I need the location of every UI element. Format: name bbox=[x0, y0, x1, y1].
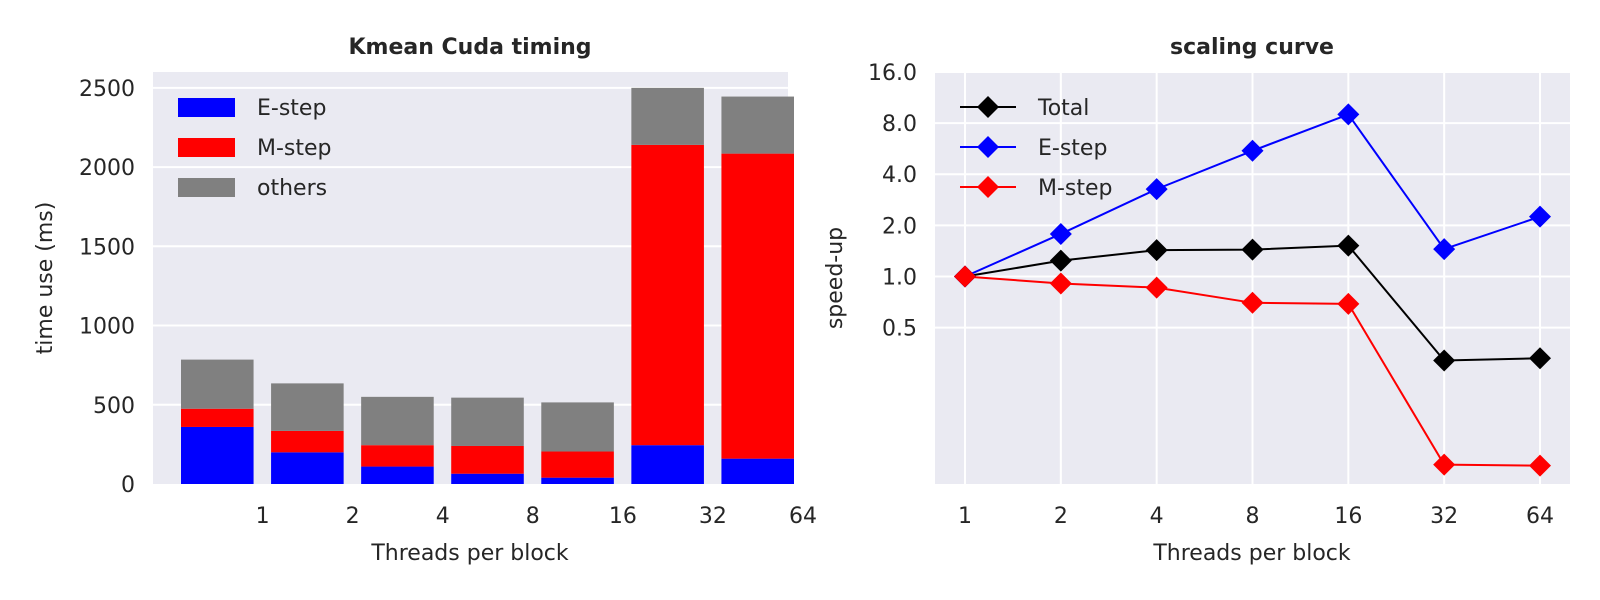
x-axis-label: Threads per block bbox=[1152, 541, 1351, 566]
y-axis-label: time use (ms) bbox=[33, 202, 58, 355]
x-tick-label: 32 bbox=[1430, 504, 1458, 529]
legend-swatch bbox=[178, 138, 235, 157]
legend-label: M-step bbox=[1038, 176, 1113, 201]
y-tick-label: 0 bbox=[121, 473, 135, 498]
x-tick-label: 16 bbox=[609, 504, 637, 529]
legend: Total E-step M-step bbox=[960, 96, 1113, 201]
legend-swatch bbox=[178, 178, 235, 197]
bar-others bbox=[451, 397, 524, 446]
y-tick-label: 2.0 bbox=[882, 214, 917, 239]
y-tick-label: 1500 bbox=[79, 235, 135, 260]
point-total bbox=[1241, 238, 1264, 261]
chart-scaling-curve: 16.0 8.0 4.0 2.0 1.0 0.5 1 2 4 8 16 32 64 Total E-ste… bbox=[823, 35, 1570, 566]
bar-others bbox=[721, 96, 794, 154]
bar-m-step bbox=[631, 144, 704, 446]
legend-label: Total bbox=[1037, 96, 1089, 121]
bar-e-step bbox=[631, 445, 704, 484]
x-tick-label: 1 bbox=[256, 504, 270, 529]
legend-label: E-step bbox=[257, 96, 326, 121]
bar-e-step bbox=[451, 473, 524, 484]
point-total bbox=[1433, 349, 1456, 372]
chart-kmean-cuda-timing: 0 500 1000 1500 2000 2500 1 2 4 8 16 32 64 E-step M-s… bbox=[33, 35, 817, 566]
x-tick-label: 1 bbox=[958, 504, 972, 529]
bar-e-step bbox=[361, 466, 434, 484]
x-tick-label: 4 bbox=[436, 504, 450, 529]
y-tick-label: 0.5 bbox=[882, 317, 917, 342]
point-e-step bbox=[1049, 222, 1072, 245]
bar-m-step bbox=[181, 408, 254, 427]
series-lines bbox=[954, 103, 1551, 477]
legend: E-step M-step others bbox=[178, 96, 332, 201]
tick-labels: 16.0 8.0 4.0 2.0 1.0 0.5 1 2 4 8 16 32 64 bbox=[868, 61, 1554, 529]
bar-others bbox=[631, 87, 704, 145]
legend-marker bbox=[977, 176, 999, 198]
bar-others bbox=[541, 402, 614, 452]
point-total bbox=[1337, 234, 1360, 257]
legend-label: others bbox=[257, 176, 327, 201]
y-tick-label: 16.0 bbox=[868, 61, 917, 86]
bar-m-step bbox=[451, 445, 524, 474]
x-tick-label: 2 bbox=[346, 504, 360, 529]
legend-label: E-step bbox=[1038, 136, 1107, 161]
point-e-step bbox=[1529, 205, 1551, 228]
x-tick-label: 4 bbox=[1150, 504, 1164, 529]
point-e-step bbox=[1433, 238, 1456, 261]
y-tick-label: 1000 bbox=[79, 315, 135, 340]
point-total bbox=[1049, 249, 1072, 272]
point-m-step bbox=[1337, 292, 1360, 315]
bar-e-step bbox=[271, 452, 344, 484]
legend-label: M-step bbox=[257, 136, 332, 161]
y-axis-label: speed-up bbox=[823, 227, 848, 329]
bar-others bbox=[361, 396, 434, 446]
x-tick-label: 64 bbox=[789, 504, 817, 529]
y-tick-label: 4.0 bbox=[882, 163, 917, 188]
bar-m-step bbox=[271, 430, 344, 453]
bar-others bbox=[181, 359, 254, 409]
y-tick-label: 1.0 bbox=[882, 265, 917, 290]
point-e-step bbox=[1241, 139, 1264, 162]
x-tick-label: 16 bbox=[1334, 504, 1362, 529]
legend-marker bbox=[977, 96, 999, 118]
legend-swatch bbox=[178, 98, 235, 117]
point-m-step bbox=[1049, 272, 1072, 295]
point-e-step bbox=[1337, 103, 1360, 126]
bar-m-step bbox=[541, 451, 614, 478]
grid bbox=[935, 71, 1570, 484]
point-m-step bbox=[1241, 291, 1264, 314]
legend-marker bbox=[977, 136, 999, 158]
bars bbox=[181, 87, 794, 484]
y-tick-label: 2500 bbox=[79, 77, 135, 102]
x-tick-label: 32 bbox=[699, 504, 727, 529]
x-tick-label: 8 bbox=[526, 504, 540, 529]
point-e-step bbox=[1145, 178, 1168, 201]
point-m-step bbox=[1145, 276, 1168, 299]
chart-title: Kmean Cuda timing bbox=[348, 35, 591, 60]
tick-labels: 0 500 1000 1500 2000 2500 1 2 4 8 16 32 64 bbox=[79, 77, 817, 529]
x-tick-label: 2 bbox=[1054, 504, 1068, 529]
x-tick-label: 8 bbox=[1246, 504, 1260, 529]
bar-e-step bbox=[181, 426, 254, 484]
point-total bbox=[1529, 347, 1551, 370]
x-tick-label: 64 bbox=[1526, 504, 1554, 529]
y-tick-label: 8.0 bbox=[882, 112, 917, 137]
bar-e-step bbox=[541, 477, 614, 484]
y-tick-label: 2000 bbox=[79, 156, 135, 181]
point-m-step bbox=[1433, 453, 1456, 476]
point-m-step bbox=[1529, 454, 1551, 477]
point-m-step bbox=[954, 265, 976, 288]
bar-e-step bbox=[721, 458, 794, 484]
chart-title: scaling curve bbox=[1170, 35, 1334, 60]
point-total bbox=[1145, 239, 1168, 262]
bar-others bbox=[271, 383, 344, 431]
bar-m-step bbox=[721, 153, 794, 459]
y-tick-label: 500 bbox=[93, 394, 135, 419]
x-axis-label: Threads per block bbox=[370, 541, 569, 566]
bar-m-step bbox=[361, 445, 434, 467]
